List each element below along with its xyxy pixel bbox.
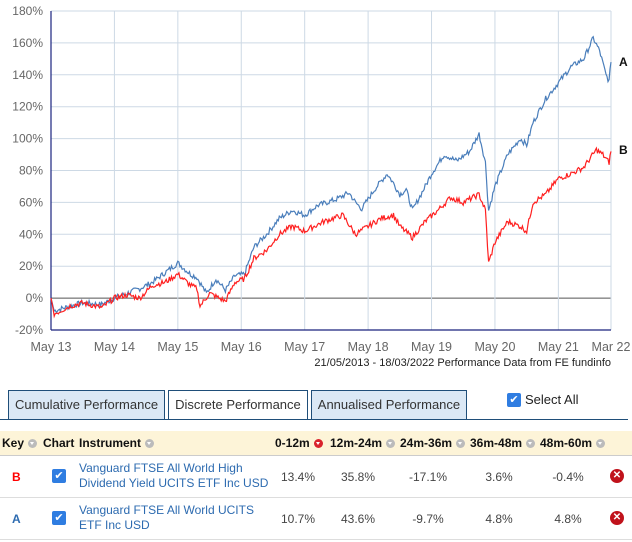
table-row: B ✔ Vanguard FTSE All World High Dividen… (0, 456, 632, 498)
y-tick-label: 0% (26, 291, 44, 305)
header-24m-36m[interactable]: 24m-36m (400, 436, 466, 450)
series-label-A: A (619, 55, 628, 69)
value-12m-24m: 35.8% (340, 470, 376, 484)
tab-cumulative[interactable]: Cumulative Performance (8, 390, 166, 420)
x-tick-label: May 15 (157, 340, 198, 354)
y-tick-label: 80% (19, 164, 43, 178)
series-label-B: B (619, 143, 628, 157)
value-36m-48m: 4.8% (485, 512, 513, 526)
header-36m-48m[interactable]: 36m-48m (470, 436, 536, 450)
y-tick-label: 180% (12, 4, 43, 18)
sort-icon (28, 439, 38, 448)
x-tick-label: May 16 (221, 340, 262, 354)
value-48m-60m: -0.4% (552, 470, 584, 484)
remove-icon[interactable]: ✕ (610, 511, 624, 525)
header-key[interactable]: Key (2, 436, 38, 450)
header-12m-24m[interactable]: 12m-24m (330, 436, 396, 450)
table-header: Key Chart Instrument 0-12m 12m-24m 24m-3… (0, 431, 632, 456)
sort-active-icon (313, 439, 323, 448)
performance-chart: 180% 160% 140% 120% 100% 80% 60% 40% 20% 0% -20% Ma… (12, 4, 631, 369)
tab-bar: Cumulative Performance Discrete Performa… (8, 390, 468, 420)
sort-icon (456, 439, 466, 448)
value-24m-36m: -9.7% (412, 512, 444, 526)
x-tick-label: May 20 (474, 340, 515, 354)
tab-discrete[interactable]: Discrete Performance (168, 390, 308, 420)
x-tick-label: May 17 (284, 340, 325, 354)
y-tick-label: 40% (19, 227, 43, 241)
sort-icon (596, 439, 606, 448)
value-24m-36m: -17.1% (408, 470, 448, 484)
x-tick-label: May 19 (411, 340, 452, 354)
sort-icon (526, 439, 536, 448)
chart-caption: 21/05/2013 - 18/03/2022 Performance Data… (314, 357, 611, 369)
tab-annualised[interactable]: Annualised Performance (310, 390, 468, 420)
x-tick-label: May 14 (94, 340, 135, 354)
table-row: A ✔ Vanguard FTSE All World UCITS ETF In… (0, 498, 632, 540)
value-36m-48m: 3.6% (485, 470, 513, 484)
header-chart: Chart (43, 436, 75, 450)
sort-icon (145, 439, 155, 448)
header-48m-60m[interactable]: 48m-60m (540, 436, 606, 450)
y-tick-label: 20% (19, 259, 43, 273)
select-all-label: Select All (525, 392, 579, 407)
chart-checkbox[interactable]: ✔ (52, 511, 66, 525)
select-all-checkbox[interactable]: ✔ Select All (507, 392, 578, 407)
header-instrument[interactable]: Instrument (79, 436, 155, 450)
sort-icon (386, 439, 396, 448)
value-12m-24m: 43.6% (340, 512, 376, 526)
y-tick-label: 140% (12, 68, 43, 82)
instrument-link[interactable]: Vanguard FTSE All World UCITS ETF Inc US… (79, 503, 254, 532)
value-0-12m: 10.7% (280, 512, 316, 526)
chart-checkbox[interactable]: ✔ (52, 469, 66, 483)
key-label: A (12, 512, 21, 526)
y-tick-label: 100% (12, 132, 43, 146)
y-tick-label: 160% (12, 36, 43, 50)
series-line-A (50, 35, 612, 314)
x-tick-label: May 13 (31, 340, 72, 354)
series-line-B (50, 146, 612, 319)
instrument-link[interactable]: Vanguard FTSE All World High Dividend Yi… (79, 461, 269, 490)
x-tick-label: May 21 (538, 340, 579, 354)
y-tick-label: -20% (15, 323, 43, 337)
y-tick-label: 60% (19, 195, 43, 209)
value-0-12m: 13.4% (280, 470, 316, 484)
header-0-12m[interactable]: 0-12m (275, 436, 323, 450)
y-tick-label: 120% (12, 100, 43, 114)
remove-icon[interactable]: ✕ (610, 469, 624, 483)
divider (0, 419, 628, 420)
x-tick-label: Mar 22 (592, 340, 631, 354)
checkbox-checked-icon: ✔ (507, 392, 521, 407)
key-label: B (12, 470, 21, 484)
x-tick-label: May 18 (348, 340, 389, 354)
value-48m-60m: 4.8% (554, 512, 582, 526)
